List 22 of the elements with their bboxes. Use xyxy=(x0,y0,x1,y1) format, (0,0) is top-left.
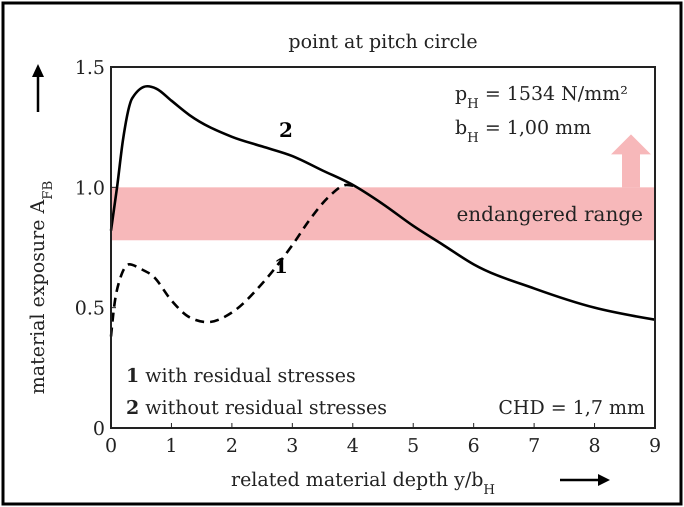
y-tick-label: 0.5 xyxy=(74,298,105,320)
x-axis-title: related material depth y/b$_{H}$ xyxy=(230,469,496,498)
annotation: 1 with residual stresses xyxy=(126,365,356,387)
x-tick-label: 4 xyxy=(346,435,359,457)
x-tick-label: 3 xyxy=(286,435,298,457)
x-tick-label: 6 xyxy=(468,435,480,457)
x-tick-label: 1 xyxy=(165,435,178,457)
y-tick-label: 1.5 xyxy=(74,57,105,79)
annotation: p$_{H}$ = 1534 N/mm² xyxy=(455,83,628,112)
annotation: 2 without residual stresses xyxy=(126,397,388,419)
x-tick-label: 2 xyxy=(226,435,238,457)
y-tick-label: 1.0 xyxy=(74,177,105,200)
x-tick-label: 8 xyxy=(588,435,601,457)
x-tick-label: 5 xyxy=(407,435,420,457)
band-label: endangered range xyxy=(456,202,643,226)
annotation: b$_{H}$ = 1,00 mm xyxy=(455,117,592,146)
annotation: CHD = 1,7 mm xyxy=(498,397,645,419)
chart-title: point at pitch circle xyxy=(288,31,478,53)
x-tick-label: 7 xyxy=(528,435,540,457)
series-label: 2 xyxy=(279,118,293,142)
y-tick-label: 0 xyxy=(92,418,105,440)
x-tick-label: 9 xyxy=(648,435,662,457)
